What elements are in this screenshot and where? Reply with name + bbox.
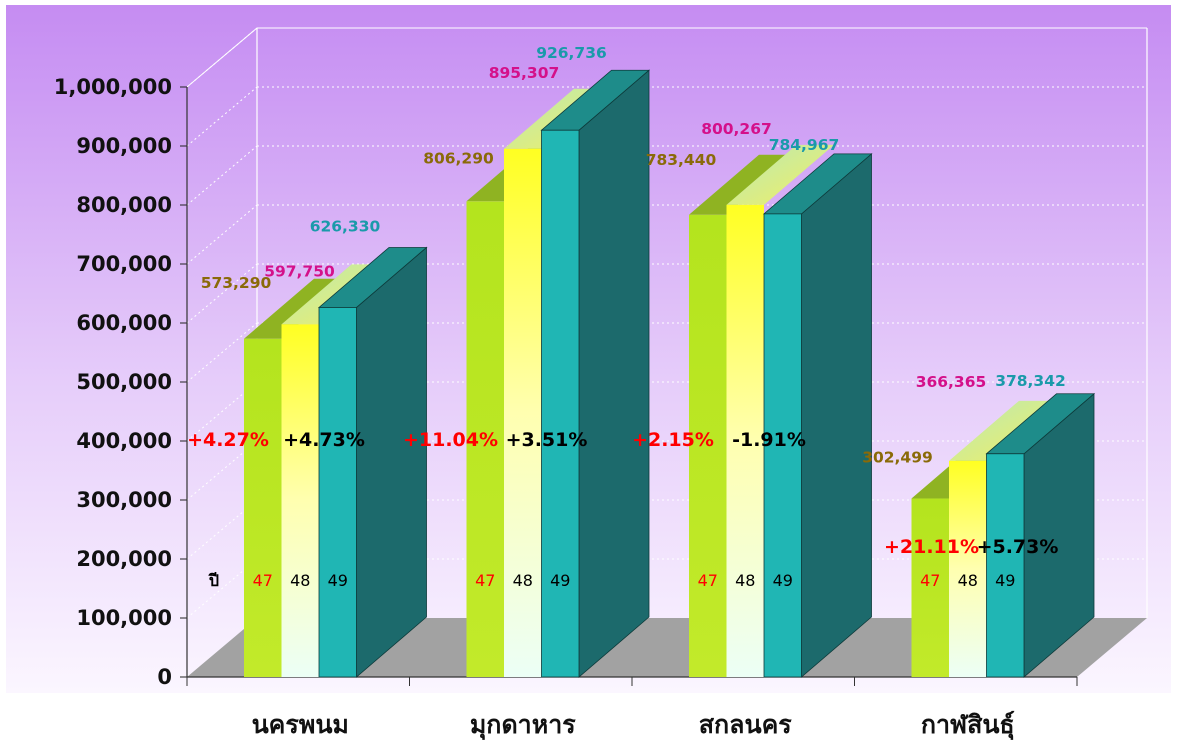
bar (726, 144, 834, 677)
value-label: 806,290 (423, 149, 494, 167)
bar-front (949, 460, 987, 677)
growth-label-48-49: +3.51% (506, 429, 588, 451)
bar (985, 392, 1096, 678)
year-label: 48 (958, 571, 978, 590)
year-label: 48 (513, 571, 533, 590)
year-label: 47 (253, 571, 273, 590)
bar-front (986, 453, 1025, 678)
bar-front (689, 214, 727, 678)
growth-label-47-48: +11.04% (403, 429, 498, 451)
y-tick-label: 0 (157, 665, 172, 689)
side-gridline (186, 322, 258, 383)
value-label: 597,750 (264, 262, 335, 280)
y-tick-label: 300,000 (76, 488, 172, 512)
y-tick-label: 700,000 (76, 252, 172, 276)
side-gridline (186, 86, 258, 147)
year-label: 48 (735, 571, 755, 590)
bar-top (726, 144, 834, 205)
category-label: มุกดาหาร (470, 710, 576, 741)
bar-side (578, 69, 650, 678)
bar-front (318, 307, 357, 678)
year-prefix-label: ปี (208, 571, 220, 590)
value-label: 302,499 (862, 449, 933, 467)
year-label: 49 (550, 571, 570, 590)
bar-side (801, 152, 872, 678)
value-label: 626,330 (310, 217, 381, 235)
bar-front (244, 338, 282, 677)
value-label: 783,440 (646, 151, 717, 169)
y-tick-label: 200,000 (76, 547, 172, 571)
value-label: 366,365 (916, 373, 987, 391)
growth-label-47-48: +21.11% (884, 536, 979, 558)
bar-front (763, 213, 802, 678)
growth-label-47-48: +4.27% (187, 429, 269, 451)
growth-label-47-48: +2.15% (632, 429, 714, 451)
year-label: 47 (475, 571, 495, 590)
year-label: 49 (328, 571, 348, 590)
year-label: 47 (698, 571, 718, 590)
y-tick-label: 600,000 (76, 311, 172, 335)
value-label: 573,290 (201, 274, 272, 292)
bar-front (466, 201, 504, 678)
year-label: 47 (920, 571, 940, 590)
bar (317, 246, 428, 678)
bar (540, 69, 651, 678)
category-label: กาฬสินธุ์ (921, 710, 1015, 741)
growth-label-48-49: +5.73% (977, 536, 1059, 558)
floor (187, 618, 1147, 677)
bar-front (726, 204, 764, 677)
side-gridline (186, 27, 258, 88)
bar-front (281, 324, 319, 677)
year-label: 48 (290, 571, 310, 590)
bar-front (504, 148, 542, 678)
value-label: 378,342 (995, 372, 1066, 390)
growth-label-48-49: +4.73% (283, 429, 365, 451)
growth-label-48-49: -1.91% (732, 429, 806, 451)
y-tick-label: 1,000,000 (54, 75, 172, 99)
side-gridline (186, 204, 258, 265)
y-tick-label: 800,000 (76, 193, 172, 217)
y-tick-label: 900,000 (76, 134, 172, 158)
bar (762, 152, 873, 678)
value-label: 895,307 (489, 64, 560, 82)
y-tick-label: 100,000 (76, 606, 172, 630)
value-label: 800,267 (701, 120, 772, 138)
bar-side (356, 246, 427, 678)
bar (949, 400, 1057, 677)
year-label: 49 (773, 571, 793, 590)
y-tick-label: 500,000 (76, 370, 172, 394)
category-label: นครพนม (252, 710, 349, 739)
value-label: 784,967 (769, 136, 840, 154)
category-label: สกลนคร (699, 710, 793, 739)
side-gridline (186, 263, 258, 324)
y-tick-label: 400,000 (76, 429, 172, 453)
bar-top (949, 400, 1057, 461)
bar-front (911, 498, 949, 677)
bar-front (541, 129, 580, 678)
year-label: 49 (995, 571, 1015, 590)
side-gridline (186, 145, 258, 206)
value-label: 926,736 (536, 44, 607, 62)
